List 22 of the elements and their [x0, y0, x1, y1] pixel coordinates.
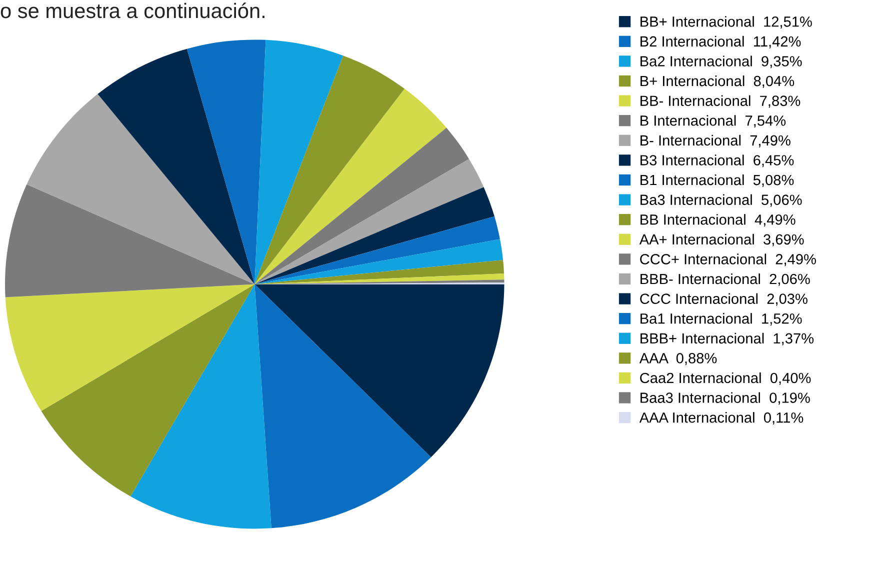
- legend-label: BB+ Internacional 12,51%: [640, 16, 812, 29]
- legend-label: BB Internacional 4,49%: [640, 214, 796, 227]
- legend-label: B2 Internacional 11,42%: [640, 36, 801, 48]
- legend-label: BBB+ Internacional 1,37%: [640, 332, 814, 346]
- legend-label: B- Internacional 7,49%: [640, 134, 790, 148]
- legend-label: BB- Internacional 7,83%: [640, 95, 800, 108]
- legend-label: BBB- Internacional 2,06%: [640, 273, 810, 286]
- legend-label: AAA 0,88%: [639, 353, 717, 366]
- legend-label: B Internacional 7,54%: [640, 115, 786, 128]
- legend-label: CCC Internacional 2,03%: [640, 293, 808, 306]
- legend-label: B1 Internacional 5,08%: [640, 174, 794, 187]
- legend-label: Baa3 Internacional 0,19%: [640, 392, 810, 405]
- legend-label: AA+ Internacional 3,69%: [639, 234, 804, 246]
- legend-label: B3 Internacional 6,45%: [640, 154, 794, 168]
- legend-label: Caa2 Internacional 0,40%: [640, 372, 811, 385]
- legend-label: CCC+ Internacional 2,49%: [640, 254, 816, 266]
- legend-label: AAA Internacional 0,11%: [639, 412, 804, 424]
- legend-label: B+ Internacional 8,04%: [640, 75, 794, 88]
- legend-label: Ba3 Internacional 5,06%: [640, 194, 802, 207]
- legend-label: Ba1 Internacional 1,52%: [640, 313, 802, 326]
- legend-label: Ba2 Internacional 9,35%: [640, 56, 802, 68]
- text: o se muestra a continuación.: [0, 2, 264, 18]
